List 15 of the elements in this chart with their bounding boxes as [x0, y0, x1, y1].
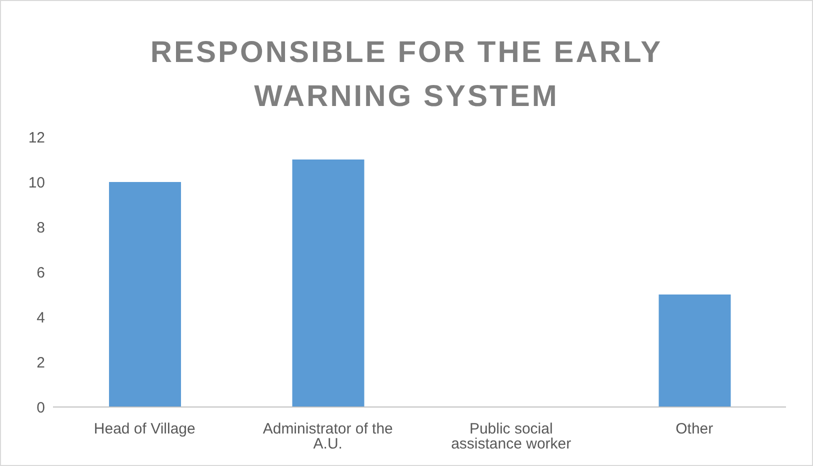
x-tick-label: Other	[676, 420, 714, 438]
y-tick-label: 10	[28, 174, 45, 192]
x-tick-label: Head of Village	[94, 420, 196, 438]
y-tick-label: 6	[36, 264, 45, 282]
y-tick-label: 2	[36, 354, 45, 372]
chart-title: RESPONSIBLE FOR THE EARLY WARNING SYSTEM	[149, 35, 664, 115]
x-tick-label: Administrator of the A.U.	[262, 420, 393, 453]
y-tick-label: 12	[28, 129, 45, 146]
bar	[109, 182, 181, 407]
bar	[292, 160, 364, 407]
y-tick-label: 8	[36, 219, 45, 236]
bar	[658, 294, 731, 407]
x-tick-label: Public social assistance worker	[451, 420, 572, 453]
y-tick-label: 0	[36, 399, 45, 416]
y-tick-label: 4	[36, 309, 45, 326]
